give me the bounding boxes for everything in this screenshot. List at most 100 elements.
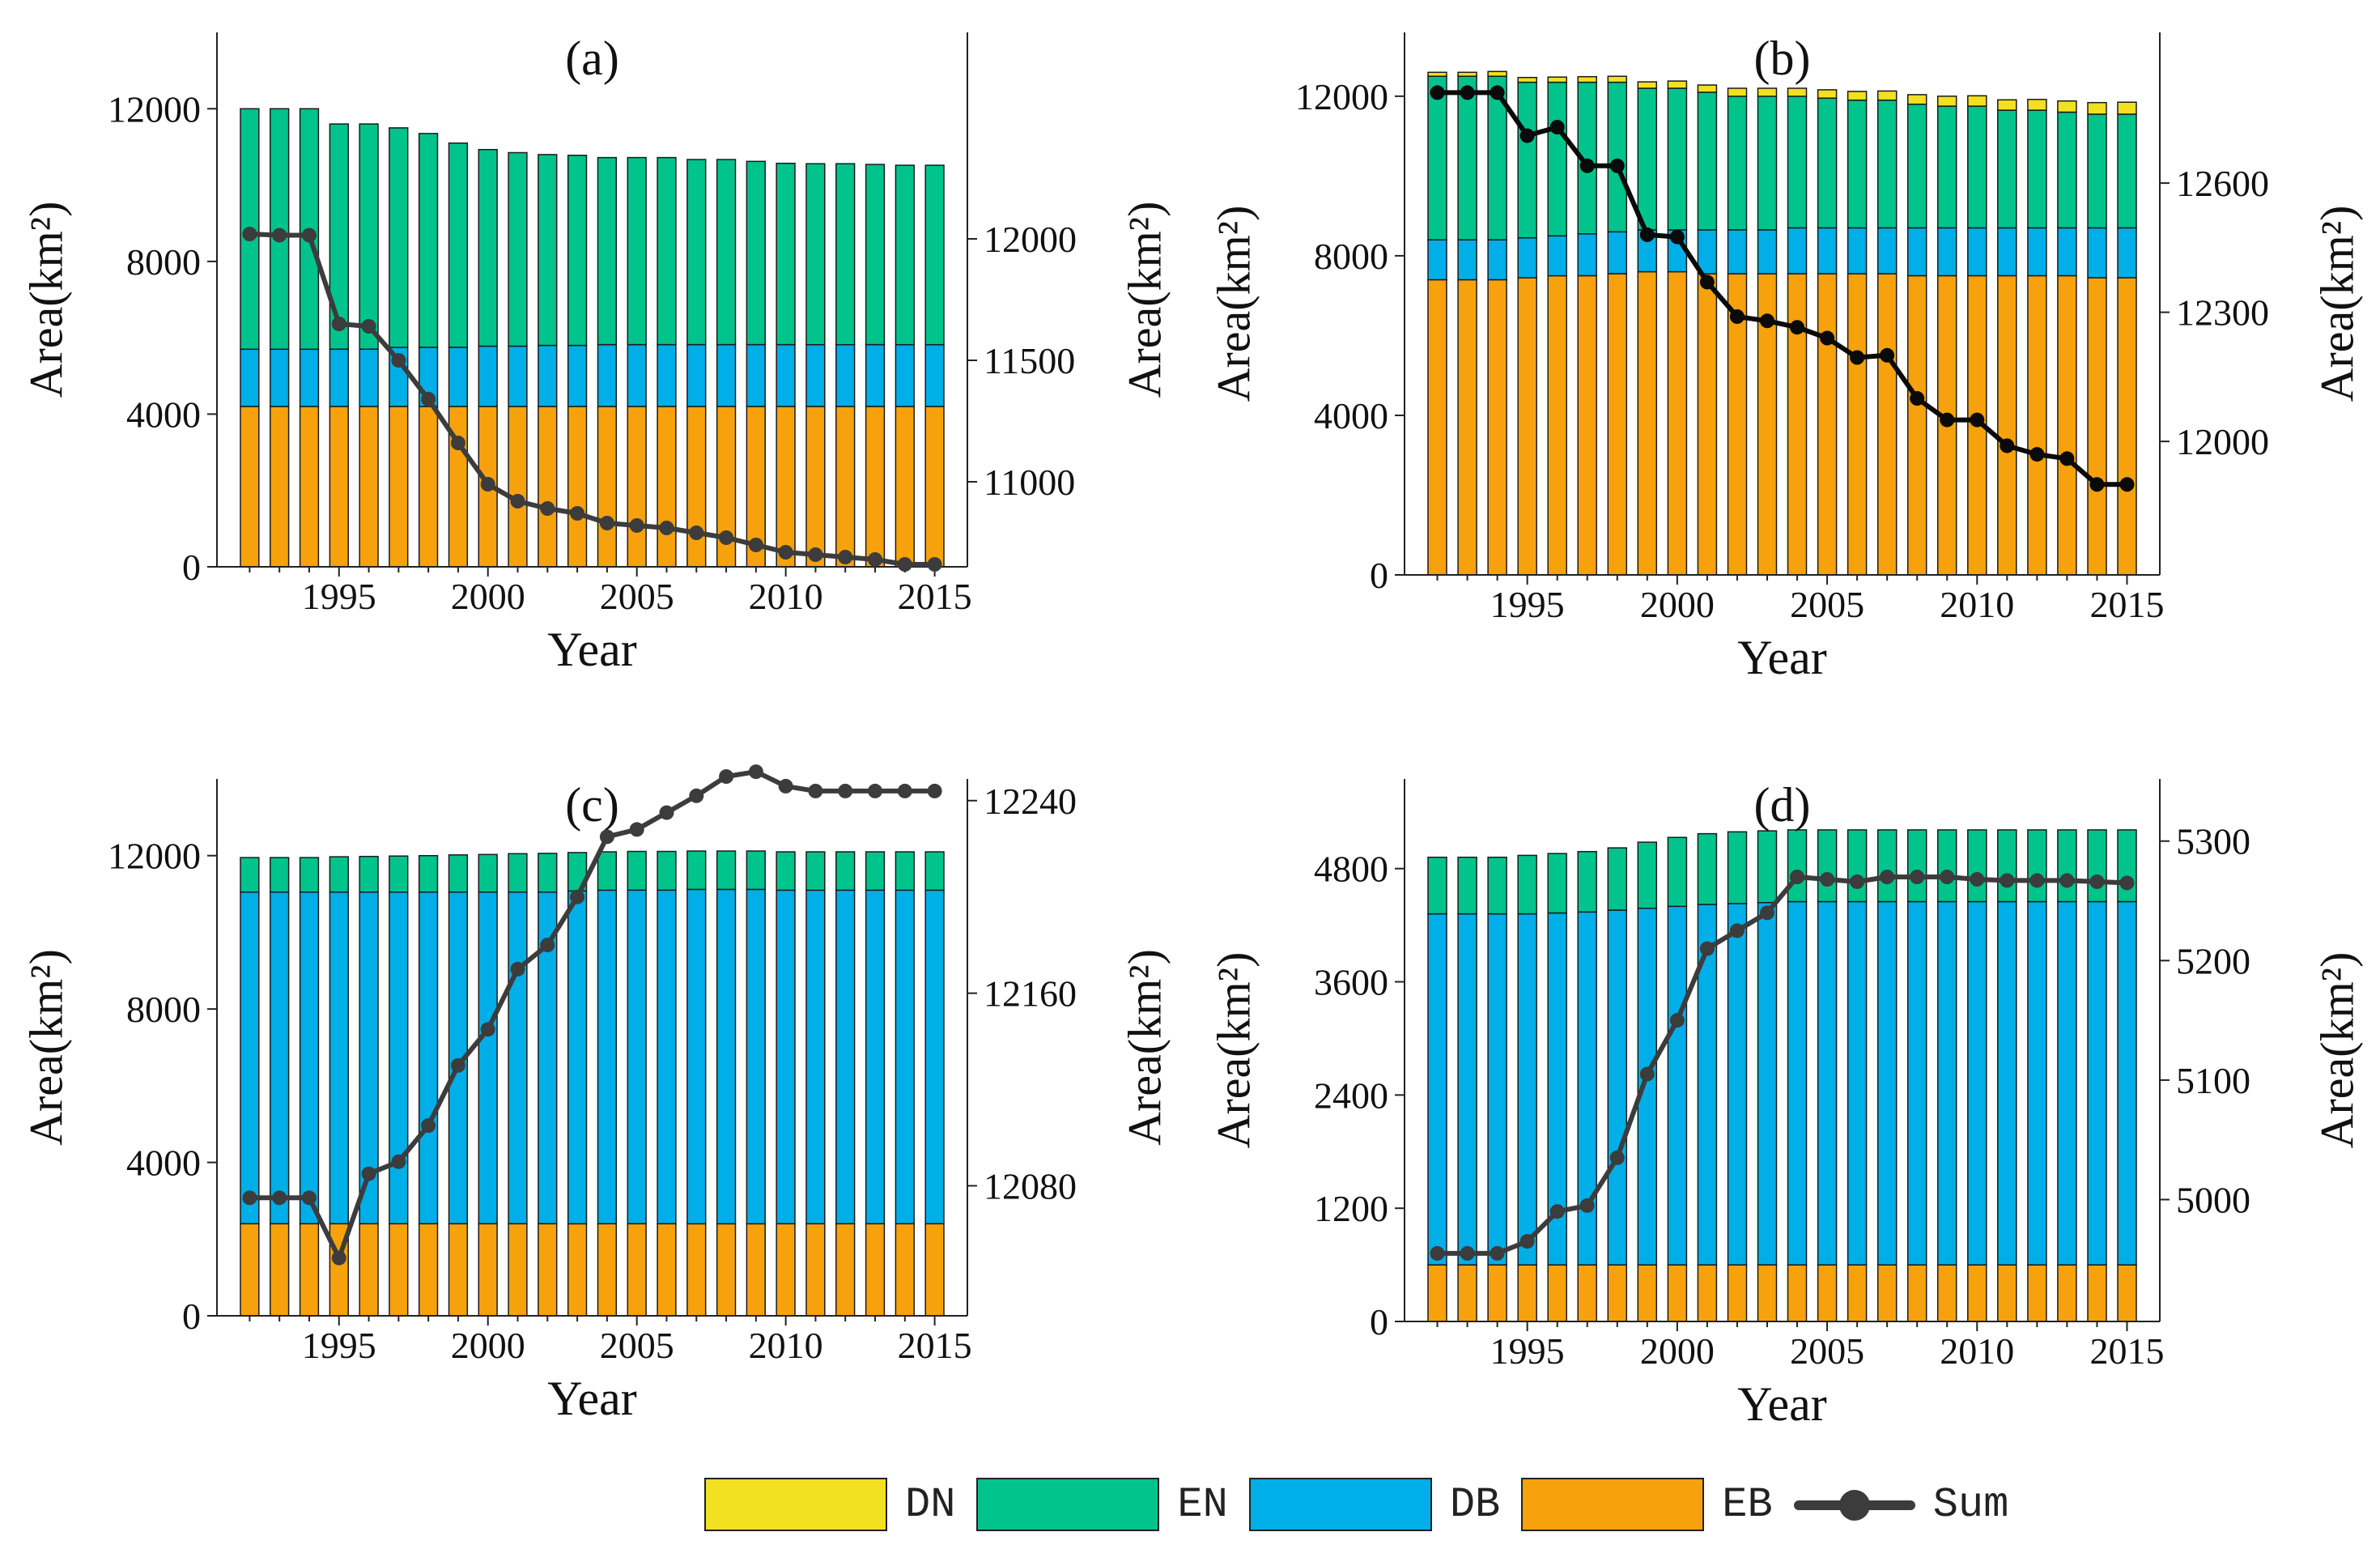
legend-item-sum: Sum [1793,1478,2008,1531]
sum-point-2002 [540,938,555,953]
y-right-axis-label: Area(km²) [1118,202,1171,398]
bar-db-2011 [805,889,826,1225]
panel-title: (b) [1754,32,1811,85]
bar-en-2014 [2087,113,2107,229]
bar-en-2004 [597,156,618,346]
bar-eb-2000 [1667,1264,1688,1322]
bar-en-2014 [895,164,915,346]
y-tick-label: 0 [182,1296,201,1337]
sum-point-2000 [1669,1013,1685,1028]
sum-point-1994 [1490,85,1505,100]
bar-eb-1994 [299,406,320,568]
bar-db-2010 [1967,227,1987,277]
bar-db-1992 [240,891,260,1225]
bar-en-2008 [716,159,737,346]
bar-db-2002 [1727,229,1748,274]
x-tick-label: 2010 [749,1325,823,1366]
sum-point-2004 [599,829,614,845]
bar-en-2001 [1697,91,1718,231]
bar-db-2009 [746,888,766,1225]
bar-eb-1994 [1487,279,1507,576]
bar-db-2000 [478,345,498,407]
sum-point-2009 [1940,870,1955,884]
bar-db-2013 [865,889,886,1225]
bar-db-2006 [657,889,677,1225]
bar-eb-2006 [1847,1264,1868,1322]
bar-eb-1995 [329,406,349,568]
bar-eb-2008 [1906,274,1927,576]
sum-point-2006 [1850,350,1865,365]
y-right-tick-label: 5000 [2176,1179,2250,1220]
bar-eb-2003 [567,406,588,568]
bar-db-2006 [657,343,677,407]
y-tick-label: 1200 [1314,1188,1388,1229]
bar-en-2010 [776,162,796,346]
sum-point-2015 [2119,875,2135,891]
bar-db-2012 [835,343,856,407]
x-tick-label: 1995 [302,576,376,617]
sum-point-2012 [2029,873,2045,888]
bar-eb-2010 [1967,1264,1987,1322]
bar-en-2010 [776,851,796,892]
bar-db-1999 [448,347,469,407]
sum-point-2006 [1850,874,1865,889]
bar-eb-1996 [359,406,379,568]
sum-point-2002 [1729,309,1745,324]
bar-en-1999 [1637,87,1658,231]
sum-point-2011 [808,783,823,798]
bar-eb-2000 [478,1223,498,1317]
legend-label-eb: EB [1722,1480,1773,1529]
bar-eb-2004 [597,406,618,568]
bar-db-1995 [1517,236,1537,279]
sum-point-2013 [868,783,882,798]
x-tick-label: 2010 [749,576,823,617]
y-right-axis-label: Area(km²) [2310,206,2363,402]
bar-en-2006 [657,850,677,892]
bar-en-2002 [538,853,558,893]
bar-eb-2011 [1997,1264,2017,1322]
sum-point-2009 [748,538,763,552]
bar-db-1993 [1457,913,1477,1266]
bar-db-1996 [359,348,379,407]
sum-point-1998 [1609,1150,1625,1165]
bar-eb-2005 [627,406,647,568]
bar-eb-2009 [746,1223,766,1317]
x-tick-label: 2000 [1640,1330,1715,1372]
bar-eb-2005 [1817,1264,1838,1322]
bar-db-1997 [1577,233,1597,277]
bar-db-2000 [1667,905,1688,1266]
sum-point-2005 [1820,330,1835,346]
y-tick-label: 4000 [126,394,201,435]
y-tick-label: 0 [1370,555,1388,596]
y-right-tick-label: 11500 [984,340,1075,381]
bar-en-2001 [1697,832,1718,905]
bar-en-1992 [240,857,260,893]
sum-point-2000 [480,1022,495,1037]
y-right-tick-label: 12000 [984,219,1077,260]
bar-en-1995 [1517,854,1537,915]
bar-en-2012 [835,851,856,892]
sum-line [249,769,935,1261]
bar-eb-1995 [1517,277,1537,576]
bar-eb-1992 [1427,279,1447,576]
bar-db-2002 [538,344,558,407]
sum-point-2011 [2000,438,2015,453]
bar-db-2005 [627,889,647,1225]
bar-eb-2000 [1667,270,1688,576]
bar-en-2007 [1876,829,1898,903]
y-right-tick-label: 12000 [2176,421,2269,462]
sum-point-2007 [689,526,704,540]
sum-point-2008 [719,769,734,784]
bar-eb-1993 [270,406,290,568]
bar-eb-2015 [2117,1264,2137,1322]
sum-point-1992 [1430,85,1445,100]
panel-c: 0 4000 8000 12000 12080 12160 12240 1995 2000 200… [19,764,1171,1425]
bar-db-1992 [240,348,260,407]
sum-point-2012 [2029,447,2045,462]
sum-point-2003 [570,889,585,904]
bar-eb-2007 [686,406,707,568]
bar-db-2012 [835,889,856,1225]
y-tick-label: 12000 [108,88,201,130]
sum-point-2004 [1790,870,1804,884]
bar-db-1996 [1547,235,1567,277]
